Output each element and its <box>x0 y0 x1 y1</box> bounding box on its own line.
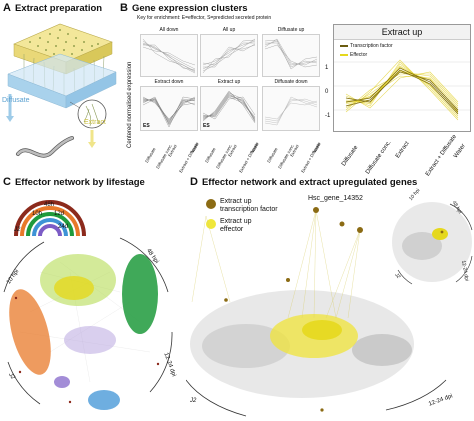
panel-d-title: D Effector network and extract upregulate… <box>190 176 418 188</box>
panel-b-title: B Gene expression clusters <box>120 2 248 14</box>
cluster-plot-diffusate-down <box>262 86 320 131</box>
cluster-plot-diffusate-up <box>262 34 320 77</box>
lifestage-network <box>3 237 173 410</box>
legend-10h: 10h <box>32 211 43 217</box>
extract-up-large-title: Extract up <box>334 25 470 40</box>
mini-xticks-col1: Diffusate Diffusate conc. Extract Extrac… <box>144 141 200 174</box>
large-legend: Transcription factor Effector <box>340 43 393 58</box>
lifestage-legend-arcs <box>14 200 86 237</box>
large-xticks: Diffusate Diffusate conc. Extract Extrac… <box>341 133 467 178</box>
mini-xticks-col3: Diffusate Diffusate conc. Extract Extrac… <box>266 141 322 174</box>
extract-up-lines <box>334 59 470 121</box>
diffusate-label: Diffusate <box>2 97 30 104</box>
effector-legend-swatch <box>340 54 348 56</box>
gene-label: Hsc_gene_14352 <box>308 195 363 202</box>
cluster-title-extract-up: Extract up <box>217 79 241 85</box>
cluster-title-diffusate-down: Diffusate down <box>274 79 308 85</box>
d-arc-label-j2: J2 <box>190 398 197 404</box>
cluster-title-all-down: All down <box>159 27 179 33</box>
cluster-plot-extract-up: ES <box>200 86 258 131</box>
cluster-title-diffusate-up: Diffusate up <box>277 27 305 33</box>
y-axis-label: Centered normalised expression <box>127 61 133 148</box>
panel-a-title: A Extract preparation <box>3 2 103 14</box>
large-yticks: 1 0 -1 <box>325 65 331 119</box>
extract-label: Extract <box>84 119 106 126</box>
extract-down-enrichment-mark: ES <box>143 123 150 129</box>
legend-12d: 12d <box>54 211 65 217</box>
cluster-plot-all-up <box>200 34 258 77</box>
cluster-plot-extract-down: ES <box>140 86 198 131</box>
cluster-title-extract-down: Extract down <box>154 79 184 85</box>
effector-node-swatch <box>206 219 216 229</box>
panel-d-legend: Extract up transcription factor Extract u… <box>206 198 278 234</box>
cluster-plot-all-down <box>140 34 198 77</box>
extract-up-large-plot: Extract up Transcription factor Effector <box>333 24 471 132</box>
legend-48h: 48h <box>44 202 55 208</box>
tf-legend-label: Transcription factor <box>350 43 393 49</box>
extract-preparation-illustration <box>6 23 117 158</box>
mini-xticks-col2: Diffusate Diffusate conc. Extract Extrac… <box>204 141 260 174</box>
effector-network <box>186 202 473 417</box>
cluster-title-all-up: All up <box>222 27 236 33</box>
legend-24d: 24d <box>58 224 69 230</box>
extract-up-enrichment-mark: ES <box>203 123 210 129</box>
effector-legend-label: Effector <box>350 52 368 58</box>
tf-node-swatch <box>206 199 216 209</box>
tf-legend-swatch <box>340 45 348 47</box>
panel-c-title: C Effector network by lifestage <box>3 176 145 188</box>
enrichment-key: Key for enrichment: E=effector, S=predic… <box>137 15 272 21</box>
legend-j2: J2 <box>14 227 21 233</box>
